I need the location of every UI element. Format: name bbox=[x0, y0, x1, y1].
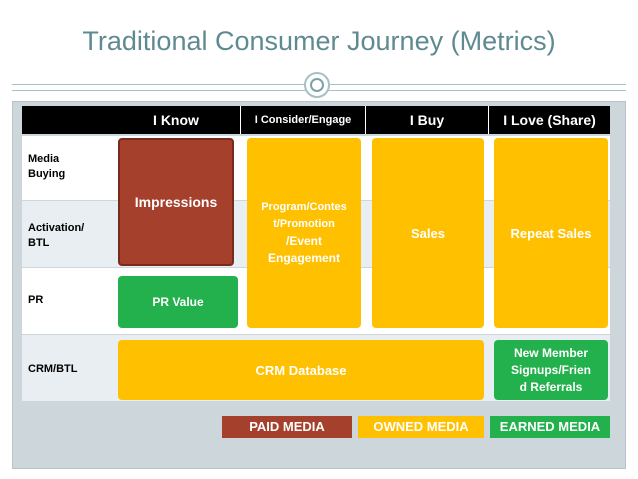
row-label-crm: CRM/BTL bbox=[28, 363, 78, 375]
impressions-block: Impressions bbox=[118, 138, 234, 266]
legend-earned-media: EARNED MEDIA bbox=[490, 416, 610, 438]
header-divider bbox=[240, 106, 241, 134]
new-member-block: New Member Signups/Frien d Referrals bbox=[494, 340, 608, 400]
header-divider bbox=[365, 106, 366, 134]
repeat-sales-block: Repeat Sales bbox=[494, 138, 608, 328]
sales-block: Sales bbox=[372, 138, 484, 328]
column-header-buy: I Buy bbox=[409, 112, 445, 128]
column-header-love: I Love (Share) bbox=[503, 112, 596, 128]
column-header-bar bbox=[22, 106, 610, 134]
column-header-consider: I Consider/Engage bbox=[254, 114, 352, 126]
ring-ornament-icon bbox=[304, 72, 330, 98]
crm-database-block: CRM Database bbox=[118, 340, 484, 400]
header-divider bbox=[488, 106, 489, 134]
legend-owned-media: OWNED MEDIA bbox=[358, 416, 484, 438]
row-label-media-buying: Media Buying bbox=[28, 153, 66, 180]
legend-paid-media: PAID MEDIA bbox=[222, 416, 352, 438]
slide-title: Traditional Consumer Journey (Metrics) bbox=[82, 26, 556, 56]
column-header-know: I Know bbox=[153, 112, 199, 128]
row-label-activation: Activation/BTL bbox=[28, 222, 85, 249]
row-label-pr: PR bbox=[28, 294, 44, 306]
pr-value-block: PR Value bbox=[118, 276, 238, 328]
engagement-block: Program/Contes t/Promotion /Event Engage… bbox=[247, 138, 361, 328]
